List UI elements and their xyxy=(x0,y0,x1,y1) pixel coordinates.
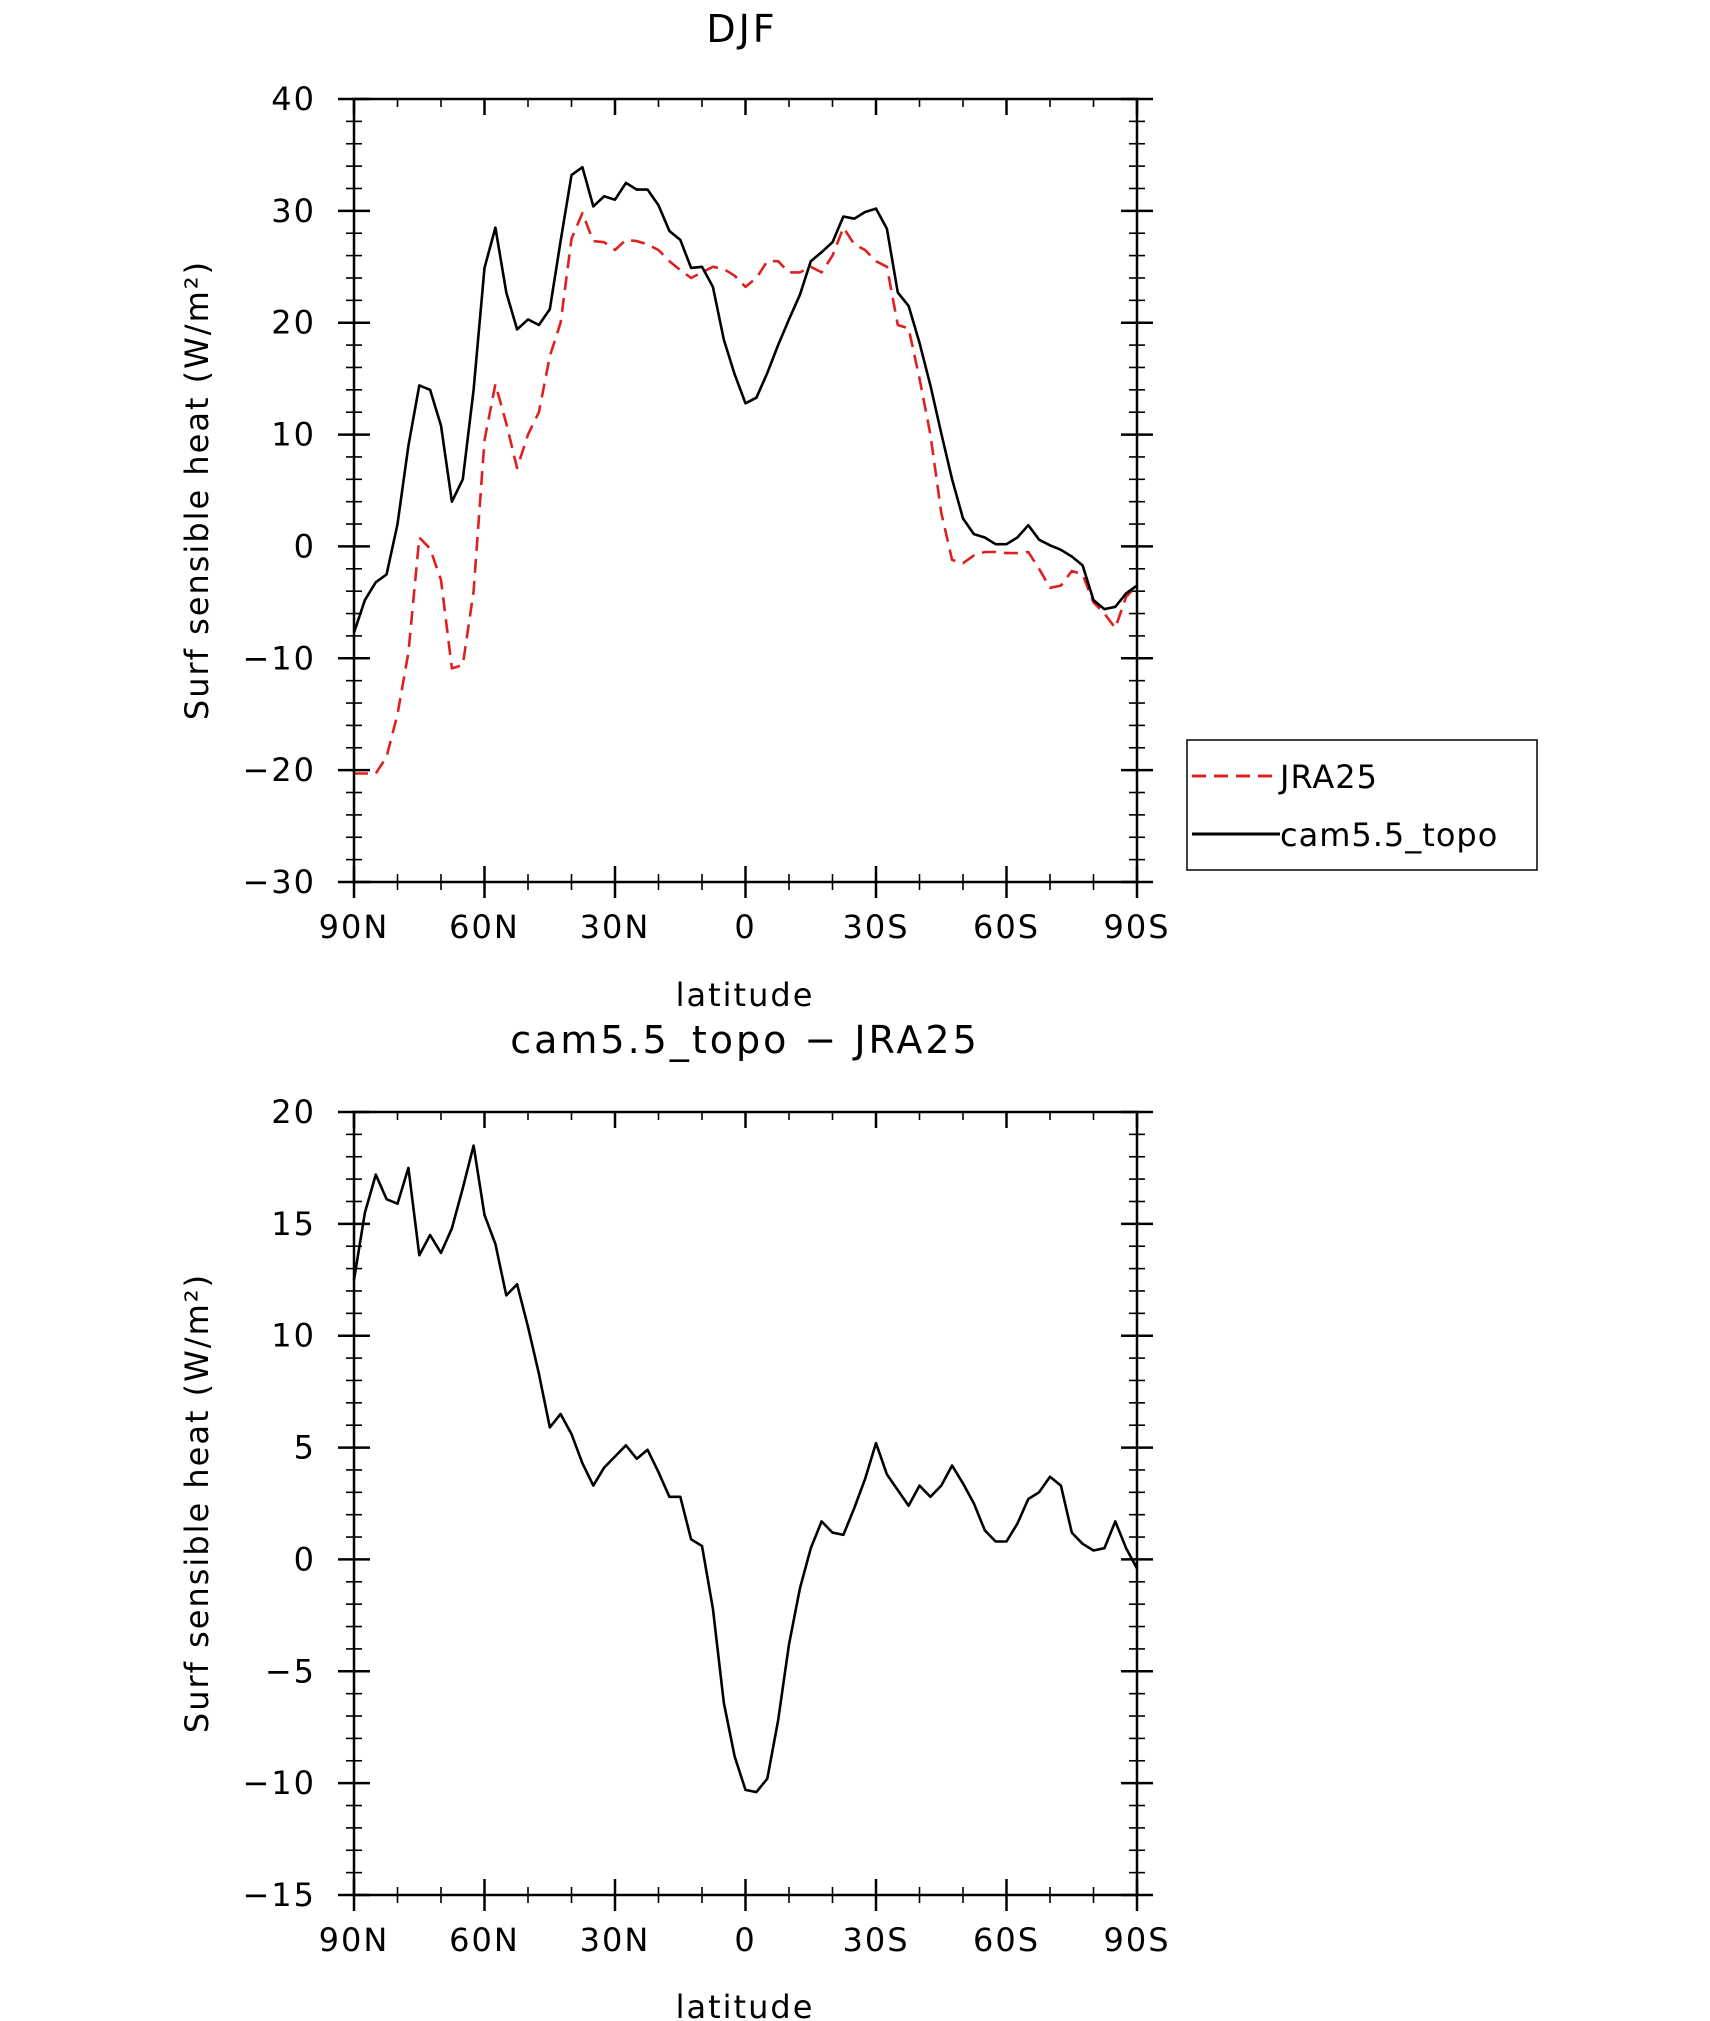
y-tick-label: 30 xyxy=(271,192,316,230)
y-tick-label: 0 xyxy=(294,527,316,565)
x-tick-label: 60N xyxy=(449,908,520,946)
chart-title-difference: cam5.5_topo − JRA25 xyxy=(510,1018,980,1062)
top-chart-frame xyxy=(352,97,1139,884)
x-tick-label: 60S xyxy=(973,1921,1040,1959)
bottom-chart: cam5.5_topo − JRA25 20 15 10 5 0 −5 −10 −15 90N… xyxy=(178,1018,1170,2021)
top-chart-x-axis-label: latitude xyxy=(676,976,815,1014)
chart-title-djf: DJF xyxy=(706,7,777,51)
y-tick-label: −10 xyxy=(242,1764,316,1802)
top-chart-y-axis-label: Surf sensible heat (W/m²) xyxy=(178,260,216,720)
x-tick-label: 0 xyxy=(734,908,756,946)
series-line-difference xyxy=(352,1144,1139,1794)
top-chart-x-tick-labels: 90N 60N 30N 0 30S 60S 90S xyxy=(319,908,1170,946)
y-tick-label: −15 xyxy=(242,1876,316,1914)
bottom-chart-series xyxy=(352,1144,1139,1794)
x-tick-label: 60S xyxy=(973,908,1040,946)
y-tick-label: −5 xyxy=(265,1652,316,1690)
x-tick-label: 90S xyxy=(1103,908,1170,946)
top-chart-ticks xyxy=(338,97,1153,898)
y-tick-label: −20 xyxy=(242,751,316,789)
y-tick-label: 15 xyxy=(271,1205,316,1243)
top-chart-y-tick-labels: 40 30 20 10 0 −10 −20 −30 xyxy=(242,80,316,901)
x-tick-label: 30S xyxy=(842,908,909,946)
bottom-chart-x-axis-label: latitude xyxy=(676,1988,815,2021)
y-tick-label: −10 xyxy=(242,639,316,677)
top-chart-series xyxy=(352,165,1138,775)
y-tick-label: 10 xyxy=(271,416,316,454)
x-tick-label: 90N xyxy=(319,908,390,946)
x-tick-label: 30N xyxy=(580,1921,651,1959)
legend-label-cam5-5-topo: cam5.5_topo xyxy=(1280,816,1498,854)
y-tick-label: 20 xyxy=(271,1093,316,1131)
legend-box xyxy=(1186,739,1538,871)
bottom-chart-x-tick-labels: 90N 60N 30N 0 30S 60S 90S xyxy=(319,1921,1170,1959)
series-line-cam5-5-topo xyxy=(352,165,1138,634)
x-tick-label: 90N xyxy=(319,1921,390,1959)
y-tick-label: 40 xyxy=(271,80,316,118)
x-tick-label: 30S xyxy=(842,1921,909,1959)
y-tick-label: 5 xyxy=(294,1429,316,1467)
bottom-chart-frame xyxy=(352,1110,1139,1897)
bottom-chart-y-axis-label: Surf sensible heat (W/m²) xyxy=(178,1273,216,1733)
y-tick-label: 20 xyxy=(271,304,316,342)
top-chart-legend: JRA25 cam5.5_topo xyxy=(1186,739,1538,871)
x-tick-label: 90S xyxy=(1103,1921,1170,1959)
y-tick-label: −30 xyxy=(242,863,316,901)
bottom-chart-y-tick-labels: 20 15 10 5 0 −5 −10 −15 xyxy=(242,1093,316,1914)
legend-label-jra25: JRA25 xyxy=(1278,758,1378,796)
y-tick-label: 10 xyxy=(271,1317,316,1355)
series-line-jra25 xyxy=(354,211,1138,775)
y-tick-label: 0 xyxy=(294,1540,316,1578)
x-tick-label: 30N xyxy=(580,908,651,946)
x-tick-label: 0 xyxy=(734,1921,756,1959)
x-tick-label: 60N xyxy=(449,1921,520,1959)
